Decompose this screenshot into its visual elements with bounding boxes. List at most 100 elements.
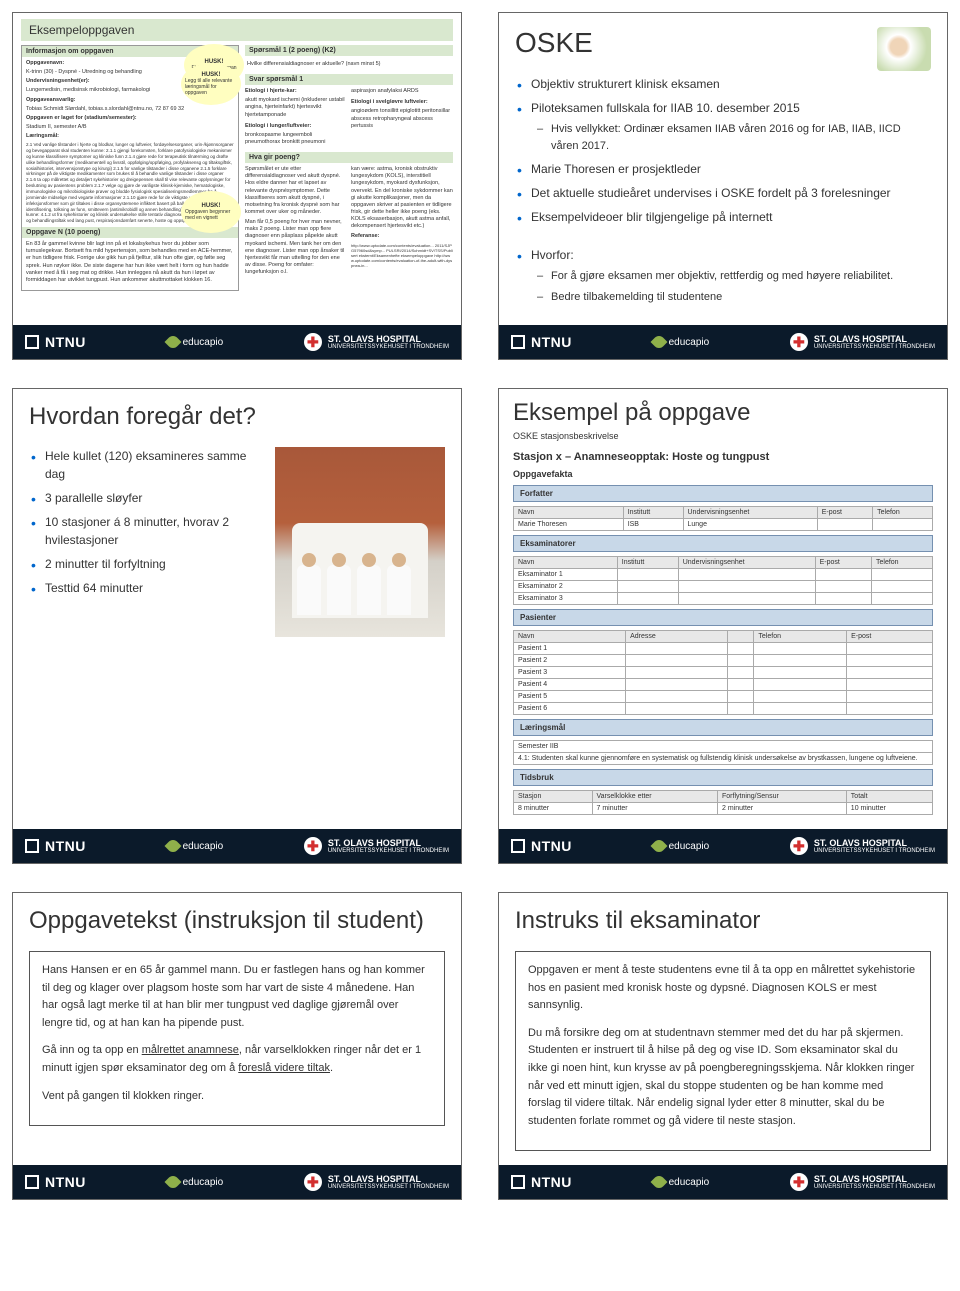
td: Pasient 5 [514, 691, 626, 703]
th: Varselklokke etter [592, 791, 717, 803]
table-row: Pasient 5 [514, 691, 933, 703]
educapio-text: educapio [669, 337, 710, 348]
corner-image [877, 27, 931, 71]
cross-icon: ✚ [790, 1173, 808, 1191]
slide5-p1: Hans Hansen er en 65 år gammel mann. Du … [42, 962, 432, 1032]
slide-eksempel-oppgave: Eksempel på oppgave OSKE stasjonsbeskriv… [498, 388, 948, 864]
th: Adresse [626, 631, 728, 643]
td: Pasient 3 [514, 667, 626, 679]
th-tlf: Telefon [873, 507, 933, 519]
slide5-p2a: Gå inn og ta opp en [42, 1044, 142, 1056]
th-navn: Navn [514, 507, 624, 519]
slide2-b1: Objektiv strukturert klinisk eksamen [531, 75, 931, 93]
slide-footer: NTNU educapio ✚ST. OLAVS HOSPITALUNIVERS… [13, 325, 461, 359]
stolavs-l1: ST. OLAVS HOSPITAL [814, 334, 935, 344]
stolavs-l2: UNIVERSITETSSYKEHUSET I TRONDHEIM [814, 344, 935, 350]
slide2-title: OSKE [515, 27, 931, 59]
husk2a-text: Legg til alle relevante læringsmål for o… [185, 78, 237, 96]
stolavs-l1: ST. OLAVS HOSPITAL [814, 838, 935, 848]
slide2-b2-text: Piloteksamen fullskala for IIAB 10. dese… [531, 101, 800, 115]
label-oppgavenavn: Oppgavenavn: [26, 60, 64, 66]
table-row: Pasient 3 [514, 667, 933, 679]
th-enhet: Undervisningsenhet [683, 507, 817, 519]
footer-stolavs: ✚ST. OLAVS HOSPITALUNIVERSITETSSYKEHUSET… [304, 837, 449, 855]
ntnu-logo-icon [511, 335, 525, 349]
slide2-b6s2: Bedre tilbakemelding til studentene [551, 289, 931, 306]
slide2-b3: Marie Thoresen er prosjektleder [531, 160, 931, 178]
slide3-b3: 10 stasjoner á 8 minutter, hvorav 2 hvil… [45, 513, 259, 549]
th: Undervisningsenhet [678, 557, 815, 569]
block-forfatter: Forfatter [513, 485, 933, 502]
th-epost: E-post [817, 507, 872, 519]
footer-ntnu: NTNU [25, 838, 86, 854]
stolavs-l1: ST. OLAVS HOSPITAL [814, 1174, 935, 1184]
slide-hvordan: Hvordan foregår det? Hele kullet (120) e… [12, 388, 462, 864]
slide3-b2: 3 parallelle sløyfer [45, 489, 259, 507]
educapio-text: educapio [183, 1177, 224, 1188]
slide6-p2: Du må forsikre deg om at studentnavn ste… [528, 1025, 918, 1131]
footer-stolavs: ✚ST. OLAVS HOSPITALUNIVERSITETSSYKEHUSET… [790, 837, 935, 855]
ntnu-text: NTNU [531, 334, 572, 350]
slide2-b2s: Hvis vellykket: Ordinær eksamen IIAB vår… [551, 121, 931, 154]
slide1-svar-h: Svar spørsmål 1 [245, 74, 453, 85]
td: Pasient 2 [514, 655, 626, 667]
educapio-text: educapio [183, 337, 224, 348]
slide4-title: Eksempel på oppgave [513, 399, 933, 427]
th: E-post [815, 557, 871, 569]
table-row: Eksaminator 1 [514, 569, 933, 581]
slide2-b6s1: For å gjøre eksamen mer objektiv, rettfe… [551, 268, 931, 285]
block-eksaminatorer: Eksaminatorer [513, 535, 933, 552]
table-laeringsmal: Semester IIB 4.1: Studenten skal kunne g… [513, 740, 933, 765]
footer-educapio: educapio [167, 336, 224, 348]
slide2-b4: Det aktuelle studieåret undervises i OSK… [531, 184, 931, 202]
td: Eksaminator 1 [514, 569, 618, 581]
etio-r1: aspirasjon anafylaksi ARDS [351, 88, 453, 95]
slide3-b4: 2 minutter til forfyltning [45, 555, 259, 573]
ntnu-logo-icon [511, 839, 525, 853]
slide4-sub2: Stasjon x – Anamneseopptak: Hoste og tun… [513, 451, 933, 463]
footer-educapio: educapio [653, 1176, 710, 1188]
poeng-p1: Spørsmålet er ute etter differensialdiag… [245, 166, 347, 216]
slide2-b5: Eksempelvideoer blir tilgjengelige på in… [531, 208, 931, 226]
slide-grid: Eksempeloppgaven Informasjon om oppgaven… [12, 12, 948, 1200]
footer-stolavs: ✚ST. OLAVS HOSPITALUNIVERSITETSSYKEHUSET… [304, 1173, 449, 1191]
etio-svelg: angioødem tonsillitt epiglotitt peritons… [351, 108, 453, 129]
slide-instruks: Instruks til eksaminator Oppgaven er men… [498, 892, 948, 1200]
etio-lunge-h: Etiologi i lunger/luftveier: [245, 123, 311, 129]
block-laeringsmal: Læringsmål [513, 719, 933, 736]
etio-svelg-h: Etiologi i svelg/øvre luftveier: [351, 99, 428, 105]
footer-stolavs: ✚ST. OLAVS HOSPITALUNIVERSITETSSYKEHUSET… [790, 1173, 935, 1191]
cross-icon: ✚ [304, 837, 322, 855]
slide3-title: Hvordan foregår det? [29, 403, 445, 431]
slide-footer: NTNU educapio ✚ST. OLAVS HOSPITALUNIVERS… [13, 1165, 461, 1199]
husk3-text: Oppgaven begynner med en vignett [185, 209, 237, 221]
slide5-title: Oppgavetekst (instruksjon til student) [29, 907, 445, 935]
th: Stasjon [514, 791, 593, 803]
td: Pasient 1 [514, 643, 626, 655]
footer-educapio: educapio [167, 1176, 224, 1188]
educapio-text: educapio [669, 841, 710, 852]
slide2-b6: Hvorfor: For å gjøre eksamen mer objekti… [531, 246, 931, 305]
label-laeringsmal: Læringsmål: [26, 133, 59, 139]
leaf-icon [650, 1174, 667, 1191]
th: Telefon [754, 631, 847, 643]
block-tidsbruk: Tidsbruk [513, 769, 933, 786]
th: Navn [514, 631, 626, 643]
td: Eksaminator 2 [514, 581, 618, 593]
th: Forflytning/Sensur [718, 791, 847, 803]
footer-ntnu: NTNU [25, 1174, 86, 1190]
etio-hjerte: akutt myokard ischemi (inkluderer ustabi… [245, 97, 347, 118]
ntnu-text: NTNU [45, 1174, 86, 1190]
poeng-r3: kan være: astma, kronisk obstruktiv lung… [351, 166, 453, 230]
slide1-header: Eksempeloppgaven [21, 19, 453, 41]
husk-bubble-3: HUSK! Oppgaven begynner med en vignett [181, 191, 241, 233]
footer-ntnu: NTNU [511, 838, 572, 854]
footer-educapio: educapio [653, 336, 710, 348]
ntnu-logo-icon [25, 1175, 39, 1189]
footer-educapio: educapio [167, 840, 224, 852]
poeng-p2: Man får 0,5 poeng for hver man nevner, m… [245, 219, 347, 276]
td: Eksaminator 3 [514, 593, 618, 605]
leaf-icon [164, 838, 181, 855]
slide6-p1: Oppgaven er ment å teste studentens evne… [528, 962, 918, 1015]
table-forfatter: Navn Institutt Undervisningsenhet E-post… [513, 506, 933, 531]
